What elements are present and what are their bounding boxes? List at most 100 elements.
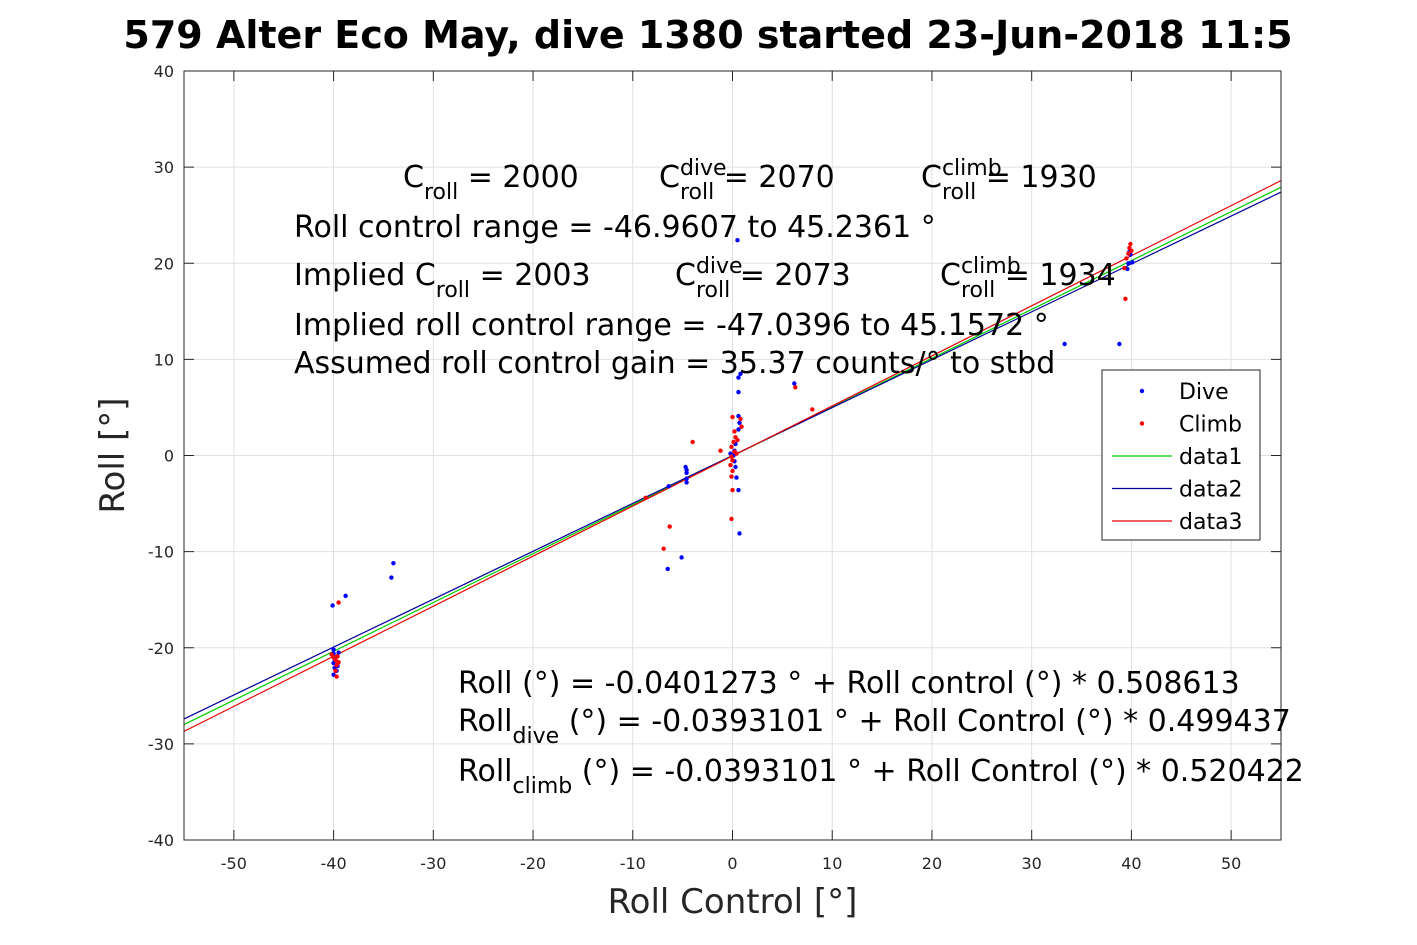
annotation-part: roll — [942, 180, 976, 205]
legend-label: Climb — [1179, 413, 1242, 438]
annotation-part: roll — [680, 180, 714, 205]
data-point-climb — [336, 600, 341, 605]
annotation-line: Implied roll control range = -47.0396 to… — [294, 308, 1049, 343]
data-point-dive — [665, 566, 670, 572]
x-tick-label: 40 — [1121, 854, 1141, 873]
data-point-dive — [331, 647, 336, 652]
annotation-line: Implied Croll = 2003 — [294, 258, 591, 303]
annotation-line: Assumed roll control gain = 35.37 counts… — [294, 346, 1055, 381]
annotation-part: roll — [424, 180, 458, 205]
annotation-part: = 2003 — [470, 258, 591, 293]
data-point-climb — [730, 458, 735, 463]
data-point-climb — [334, 674, 339, 679]
annotation-part: (°) = -0.0393101 ° + Roll Control (°) * … — [559, 704, 1291, 739]
legend-marker — [1139, 421, 1145, 426]
legend-label: data3 — [1179, 510, 1243, 535]
x-tick-label: 0 — [727, 854, 737, 873]
annotation-line: Cdive roll = 2073 — [675, 254, 851, 303]
y-tick-label: 20 — [154, 254, 174, 273]
data-point-climb — [690, 439, 695, 445]
data-point-climb — [735, 437, 740, 443]
annotation-part: = 2070 — [714, 160, 835, 195]
annotation-line: Croll = 2000 — [403, 160, 579, 205]
annotation-part: Roll — [458, 704, 513, 739]
annotation-part: dive — [680, 156, 727, 181]
annotation-part: Roll — [458, 754, 513, 789]
annotation-equation: Rolldive (°) = -0.0393101 ° + Roll Contr… — [458, 704, 1291, 749]
annotation-part: climb — [961, 254, 1021, 279]
data-point-dive — [684, 480, 689, 485]
data-point-climb — [1128, 241, 1133, 247]
data-point-dive — [734, 475, 739, 480]
data-point-climb — [335, 654, 340, 659]
legend-label: data1 — [1179, 445, 1243, 470]
annotation-part: Implied roll control range = -47.0396 to… — [294, 308, 1049, 343]
data-points — [329, 238, 1135, 679]
data-point-dive — [391, 561, 396, 566]
x-tick-label: -20 — [520, 854, 546, 873]
data-point-climb — [1124, 256, 1129, 261]
annotation-line: Cclimb roll = 1934 — [940, 254, 1116, 303]
data-point-dive — [336, 650, 341, 655]
annotation-part: Roll (°) = -0.0401273 ° + Roll control (… — [458, 666, 1240, 701]
data-point-climb — [738, 416, 743, 422]
data-point-climb — [729, 444, 734, 449]
y-tick-label: -30 — [148, 735, 174, 754]
data-point-climb — [793, 385, 798, 390]
data-point-dive — [330, 603, 335, 608]
data-point-dive — [343, 593, 348, 598]
x-tick-label: -50 — [221, 854, 247, 873]
data-point-climb — [336, 660, 341, 665]
annotation-part: = 1930 — [976, 160, 1097, 195]
data-point-climb — [718, 448, 723, 453]
data-point-climb — [1126, 251, 1131, 256]
annotation-part: dive — [513, 724, 560, 749]
data-point-dive — [389, 575, 394, 580]
y-tick-label: -20 — [148, 639, 174, 658]
annotation-equation: Rollclimb (°) = -0.0393101 ° + Roll Cont… — [458, 754, 1304, 799]
annotation-part: C — [675, 258, 696, 293]
data-point-climb — [729, 516, 734, 522]
annotation-line: Roll control range = -46.9607 to 45.2361… — [294, 210, 936, 245]
annotation-part: = 2073 — [730, 258, 851, 293]
data-point-dive — [736, 427, 741, 432]
chart-title: 579 Alter Eco May, dive 1380 started 23-… — [123, 13, 1292, 57]
data-point-dive — [733, 464, 738, 470]
data-point-climb — [1129, 248, 1134, 253]
data-point-dive — [679, 555, 684, 560]
annotation-part: C — [921, 160, 942, 195]
data-point-climb — [730, 414, 735, 420]
x-tick-label: 50 — [1221, 854, 1241, 873]
data-point-climb — [730, 487, 735, 493]
data-point-climb — [333, 668, 338, 673]
data-point-dive — [735, 238, 740, 243]
annotation-part: roll — [436, 278, 470, 303]
data-point-climb — [730, 468, 735, 474]
y-axis-ticks: -40 -30 -20 -10 0 10 20 30 40 — [148, 62, 1281, 850]
data-point-dive — [1062, 341, 1067, 347]
x-tick-label: -30 — [420, 854, 446, 873]
data-point-dive — [792, 381, 797, 386]
x-axis-label: Roll Control [°] — [608, 882, 858, 922]
data-point-dive — [684, 467, 689, 473]
annotation-part: dive — [696, 254, 743, 279]
regression-annotations: Roll (°) = -0.0401273 ° + Roll control (… — [458, 666, 1304, 799]
y-tick-label: -40 — [148, 831, 174, 850]
legend: Dive Climb data1 data2 data3 — [1101, 369, 1261, 541]
data-point-dive — [737, 420, 742, 425]
x-axis-ticks: -50 -40 -30 -20 -10 0 10 20 30 40 50 — [221, 71, 1241, 873]
annotation-line: Cclimb roll = 1930 — [921, 156, 1097, 205]
annotation-part: Roll control range = -46.9607 to 45.2361… — [294, 210, 936, 245]
data-point-dive — [736, 375, 741, 380]
data-point-dive — [736, 389, 741, 395]
data-point-dive — [1126, 261, 1131, 266]
data-point-dive — [738, 371, 743, 376]
annotation-part: roll — [696, 278, 730, 303]
y-tick-label: 30 — [154, 158, 174, 177]
data-point-dive — [666, 484, 671, 489]
data-point-dive — [1117, 341, 1122, 347]
data-point-climb — [810, 407, 815, 412]
y-axis-label: Roll [°] — [93, 397, 133, 513]
annotation-part: climb — [942, 156, 1002, 181]
y-tick-label: 0 — [164, 447, 174, 466]
